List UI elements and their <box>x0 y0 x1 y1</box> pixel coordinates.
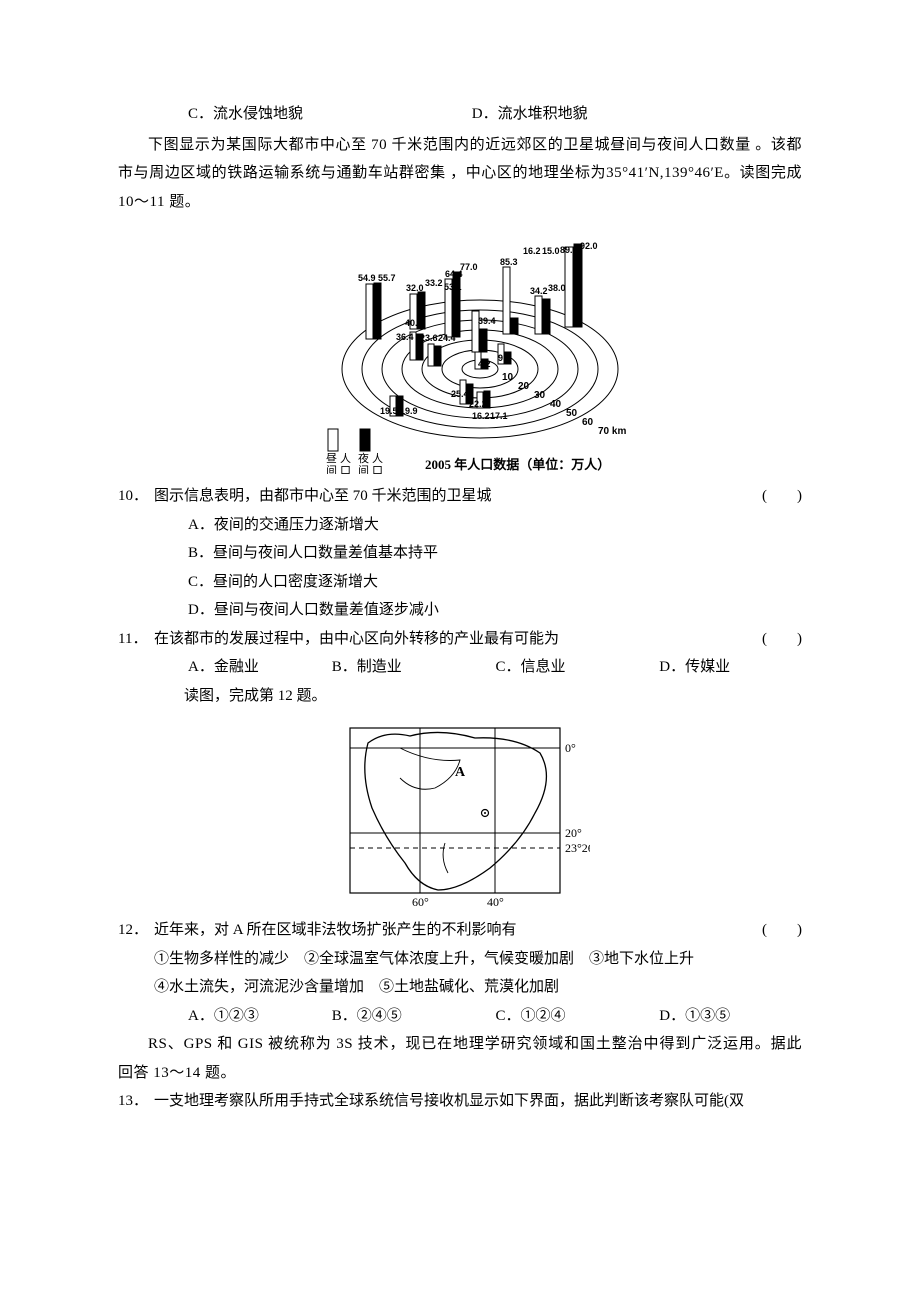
q12-items-1: ①生物多样性的减少 ②全球温室气体浓度上升，气候变暖加剧 ③地下水位上升 <box>118 945 802 974</box>
svg-text:4.2: 4.2 <box>478 359 491 369</box>
q11-opt-a: A．金融业 <box>188 653 328 682</box>
svg-text:间: 间 <box>358 464 369 474</box>
svg-text:15.0: 15.0 <box>542 246 560 256</box>
q11-stem: 在该都市的发展过程中，由中心区向外转移的产业最有可能为 <box>154 631 559 647</box>
svg-text:50: 50 <box>566 408 578 419</box>
q12-opt-a: A．①②③ <box>188 1002 328 1031</box>
svg-text:38.0: 38.0 <box>548 283 566 293</box>
svg-text:32.0: 32.0 <box>406 283 424 293</box>
svg-text:33.2: 33.2 <box>425 278 443 288</box>
svg-text:16.2: 16.2 <box>523 246 541 256</box>
q10-opt-a: A．夜间的交通压力逐渐增大 <box>118 511 802 540</box>
q10-stem: 图示信息表明，由都市中心至 70 千米范围的卫星城 <box>154 488 492 504</box>
passage-satellite-city: 下图显示为某国际大都市中心至 70 千米范围内的近远郊区的卫星城昼间与夜间人口数… <box>118 131 802 217</box>
svg-text:77.0: 77.0 <box>460 262 478 272</box>
q13: 13． 一支地理考察队所用手持式全球系统信号接收机显示如下界面，据此判断该考察队… <box>118 1087 802 1116</box>
svg-text:16.2: 16.2 <box>472 411 490 421</box>
q10: 10． 图示信息表明，由都市中心至 70 千米范围的卫星城 ( ) <box>118 482 802 511</box>
sa-map-svg: A 0° 20° 23°26′ 60° 40° <box>330 718 590 908</box>
svg-text:间: 间 <box>326 464 337 474</box>
svg-text:A: A <box>455 765 466 780</box>
svg-text:20: 20 <box>518 381 530 392</box>
svg-text:55.7: 55.7 <box>378 273 396 283</box>
svg-text:54.9: 54.9 <box>358 273 376 283</box>
svg-text:85.3: 85.3 <box>500 257 518 267</box>
svg-text:口: 口 <box>372 465 383 474</box>
q12-opt-c: C．①②④ <box>496 1002 656 1031</box>
svg-text:39.4: 39.4 <box>478 316 496 326</box>
svg-text:人: 人 <box>372 452 383 465</box>
svg-text:口: 口 <box>340 465 351 474</box>
svg-text:17.1: 17.1 <box>490 411 508 421</box>
svg-text:昼: 昼 <box>326 452 337 465</box>
svg-text:23°26′: 23°26′ <box>565 841 590 855</box>
svg-text:60°: 60° <box>412 895 429 908</box>
svg-text:40.4: 40.4 <box>405 318 423 328</box>
q11-paren: ( ) <box>762 625 802 654</box>
svg-text:9.8: 9.8 <box>498 353 511 363</box>
q9-options-cd: C．流水侵蚀地貌 D．流水堆积地貌 <box>118 100 802 129</box>
svg-text:22.2: 22.2 <box>469 399 487 409</box>
svg-text:53.1: 53.1 <box>444 282 462 292</box>
q12-paren: ( ) <box>762 916 802 945</box>
svg-text:25.4: 25.4 <box>451 389 469 399</box>
q10-num: 10． <box>118 482 148 511</box>
svg-text:10: 10 <box>502 372 514 383</box>
q11-num: 11． <box>118 625 147 654</box>
svg-text:36.4: 36.4 <box>396 332 414 342</box>
svg-text:40: 40 <box>550 399 562 410</box>
svg-text:20°: 20° <box>565 826 582 840</box>
svg-text:60: 60 <box>582 417 594 428</box>
svg-text:92.0: 92.0 <box>580 241 598 251</box>
svg-text:89.4: 89.4 <box>560 245 578 255</box>
q12-items-2: ④水土流失，河流泥沙含量增加 ⑤土地盐碱化、荒漠化加剧 <box>118 973 802 1002</box>
figure-south-america: A 0° 20° 23°26′ 60° 40° <box>118 718 802 908</box>
q10-opt-c: C．昼间的人口密度逐渐增大 <box>118 568 802 597</box>
svg-text:0°: 0° <box>565 741 576 755</box>
q13-stem: 一支地理考察队所用手持式全球系统信号接收机显示如下界面，据此判断该考察队可能(双 <box>154 1093 744 1109</box>
svg-text:24.4: 24.4 <box>438 333 456 343</box>
q12-opt-d: D．①③⑤ <box>659 1002 730 1031</box>
q12-opt-b: B．②④⑤ <box>332 1002 492 1031</box>
svg-text:30: 30 <box>534 390 546 401</box>
q11-options: A．金融业 B．制造业 C．信息业 D．传媒业 <box>118 653 802 682</box>
svg-text:19.5: 19.5 <box>380 406 398 416</box>
svg-text:人: 人 <box>340 452 351 465</box>
q10-opt-b: B．昼间与夜间人口数量差值基本持平 <box>118 539 802 568</box>
svg-text:34.2: 34.2 <box>530 286 548 296</box>
q11-opt-c: C．信息业 <box>496 653 656 682</box>
readline-12: 读图，完成第 12 题。 <box>118 682 802 711</box>
fig1-caption: 2005 年人口数据（单位：万人） <box>425 457 610 472</box>
q12: 12． 近年来，对 A 所在区域非法牧场扩张产生的不利影响有 ( ) <box>118 916 802 945</box>
q11: 11． 在该都市的发展过程中，由中心区向外转移的产业最有可能为 ( ) <box>118 625 802 654</box>
q9-opt-c: C．流水侵蚀地貌 <box>188 100 468 129</box>
passage-3s: RS、GPS 和 GIS 被统称为 3S 技术，现已在地理学研究领域和国土整治中… <box>118 1030 802 1087</box>
q10-opt-d: D．昼间与夜间人口数量差值逐步减小 <box>118 596 802 625</box>
q11-opt-d: D．传媒业 <box>659 653 730 682</box>
q12-stem: 近年来，对 A 所在区域非法牧场扩张产生的不利影响有 <box>154 922 517 938</box>
svg-text:23.6: 23.6 <box>420 333 438 343</box>
q12-options: A．①②③ B．②④⑤ C．①②④ D．①③⑤ <box>118 1002 802 1031</box>
q9-opt-d: D．流水堆积地貌 <box>472 106 588 122</box>
passage2-text: RS、GPS 和 GIS 被统称为 3S 技术，现已在地理学研究领域和国土整治中… <box>118 1036 802 1081</box>
q13-num: 13． <box>118 1087 148 1116</box>
svg-text:70 km: 70 km <box>598 426 626 437</box>
q10-paren: ( ) <box>762 482 802 511</box>
passage1-text: 下图显示为某国际大都市中心至 70 千米范围内的近远郊区的卫星城昼间与夜间人口数… <box>118 137 802 210</box>
rings-svg: 10 20 30 40 50 60 70 km <box>250 224 670 474</box>
q11-opt-b: B．制造业 <box>332 653 492 682</box>
svg-text:夜: 夜 <box>358 451 369 465</box>
svg-text:40°: 40° <box>487 895 504 908</box>
figure-population-rings: 10 20 30 40 50 60 70 km <box>118 224 802 474</box>
q12-num: 12． <box>118 916 148 945</box>
svg-text:19.9: 19.9 <box>400 406 418 416</box>
